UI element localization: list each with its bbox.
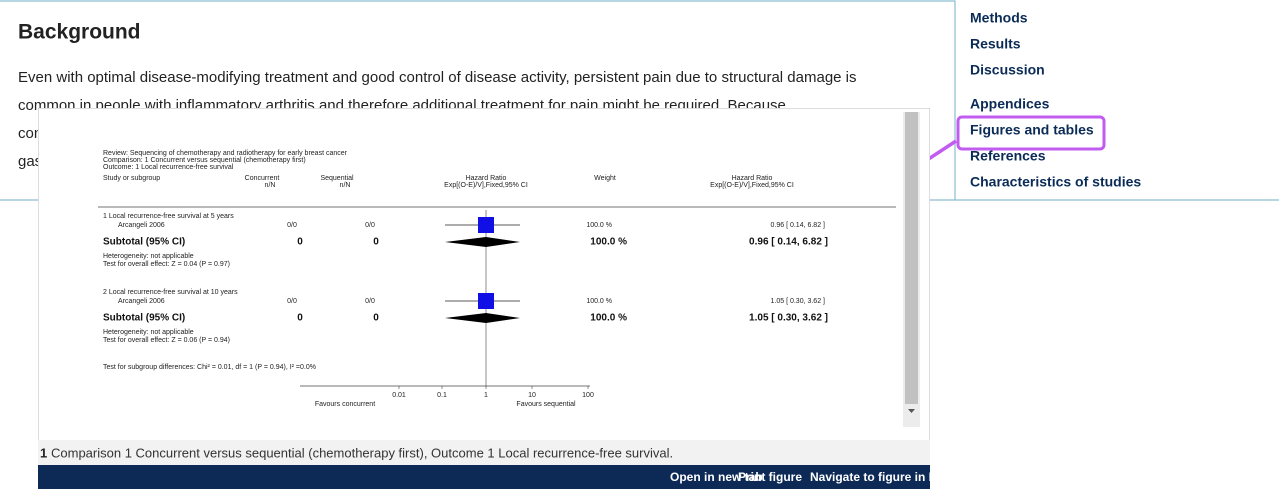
forest-plot: Review: Sequencing of chemotherapy and r… <box>98 150 896 408</box>
favours-left: Favours concurrent <box>315 401 375 408</box>
outcome-line: Outcome: 1 Local recurrence-free surviva… <box>103 164 234 171</box>
study-name: Arcangeli 2006 <box>118 298 165 305</box>
column-head: Exp[(O-E)/V],Fixed,95% CI <box>444 182 528 189</box>
subtotal-diamond <box>445 313 520 323</box>
action-bar <box>38 465 930 489</box>
concurrent-n: 0/0 <box>287 298 297 305</box>
favours-right: Favours sequential <box>516 401 576 408</box>
caption-number: 1 <box>40 445 47 460</box>
subtotal-sequential: 0 <box>373 313 379 324</box>
action-button[interactable]: Print figure <box>738 470 802 484</box>
column-head: n/N <box>265 182 276 189</box>
nav-link[interactable]: Methods <box>970 10 1028 26</box>
sequential-n: 0/0 <box>365 298 375 305</box>
axis-tick-label: 1 <box>484 392 488 399</box>
column-head: n/N <box>340 182 351 189</box>
highlight-box <box>956 115 1106 151</box>
axis-tick-label: 100 <box>582 392 594 399</box>
nav-link[interactable]: Results <box>970 36 1021 52</box>
paragraph-line: gas <box>18 153 42 170</box>
overall-effect: Test for overall effect: Z = 0.04 (P = 0… <box>103 261 230 268</box>
study-name: Arcangeli 2006 <box>118 222 165 229</box>
axis-tick-label: 0.01 <box>392 392 406 399</box>
subtotal-concurrent: 0 <box>297 237 303 248</box>
figure-modal: Review: Sequencing of chemotherapy and r… <box>38 108 951 489</box>
section-heading: Background <box>18 21 141 44</box>
weight: 100.0 % <box>586 222 612 229</box>
group-title: 2 Local recurrence-free survival at 10 y… <box>103 289 238 296</box>
column-head: Hazard Ratio <box>732 175 773 182</box>
study-square <box>478 217 494 233</box>
caption-bar <box>38 440 930 465</box>
paragraph-line: con <box>18 125 42 142</box>
nav-link[interactable]: References <box>970 148 1046 164</box>
axis-tick-label: 10 <box>528 392 536 399</box>
column-head: Weight <box>594 175 616 182</box>
subtotal-label: Subtotal (95% CI) <box>103 237 185 248</box>
sequential-n: 0/0 <box>365 222 375 229</box>
action-button[interactable]: Navigate to figure in Rev <box>810 470 951 484</box>
heterogeneity: Heterogeneity: not applicable <box>103 253 194 260</box>
scrollbar-thumb[interactable] <box>905 112 918 404</box>
nav-link[interactable]: Appendices <box>970 96 1050 112</box>
subtotal-concurrent: 0 <box>297 313 303 324</box>
study-square <box>478 293 494 309</box>
subtotal-hr: 1.05 [ 0.30, 3.62 ] <box>749 313 828 324</box>
column-head: Sequential <box>320 175 354 182</box>
scroll-down-arrow[interactable] <box>908 409 915 413</box>
side-nav: Methods Results Discussion Appendices Figure… <box>970 10 1141 190</box>
subtotal-sequential: 0 <box>373 237 379 248</box>
group-title: 1 Local recurrence-free survival at 5 ye… <box>103 213 234 220</box>
comparison-line: Comparison: 1 Concurrent versus sequenti… <box>103 157 306 164</box>
overall-effect: Test for overall effect: Z = 0.06 (P = 0… <box>103 337 230 344</box>
hazard-ratio: 1.05 [ 0.30, 3.62 ] <box>771 298 826 305</box>
column-head: Hazard Ratio <box>466 175 507 182</box>
nav-link[interactable]: Discussion <box>970 62 1045 78</box>
subtotal-label: Subtotal (95% CI) <box>103 313 185 324</box>
subgroup-test: Test for subgroup differences: Chi² = 0.… <box>103 364 316 371</box>
heterogeneity: Heterogeneity: not applicable <box>103 329 194 336</box>
subtotal-diamond <box>445 237 520 247</box>
column-head: Exp[(O-E)/V],Fixed,95% CI <box>710 182 794 189</box>
column-head: Concurrent <box>245 175 280 182</box>
action-button[interactable]: Open in new tab <box>670 470 763 484</box>
paragraph-line: Even with optimal disease-modifying trea… <box>18 69 857 86</box>
weight: 100.0 % <box>586 298 612 305</box>
hazard-ratio: 0.96 [ 0.14, 6.82 ] <box>771 222 826 229</box>
column-head: Study or subgroup <box>103 175 160 182</box>
nav-link[interactable]: Characteristics of studies <box>970 174 1141 190</box>
subtotal-weight: 100.0 % <box>590 237 627 248</box>
axis-tick-label: 0.1 <box>437 392 447 399</box>
subtotal-hr: 0.96 [ 0.14, 6.82 ] <box>749 237 828 248</box>
subtotal-weight: 100.0 % <box>590 313 627 324</box>
nav-link[interactable]: Figures and tables <box>970 122 1094 138</box>
concurrent-n: 0/0 <box>287 222 297 229</box>
caption-text: Comparison 1 Concurrent versus sequentia… <box>51 445 673 460</box>
review-line: Review: Sequencing of chemotherapy and r… <box>103 150 348 157</box>
